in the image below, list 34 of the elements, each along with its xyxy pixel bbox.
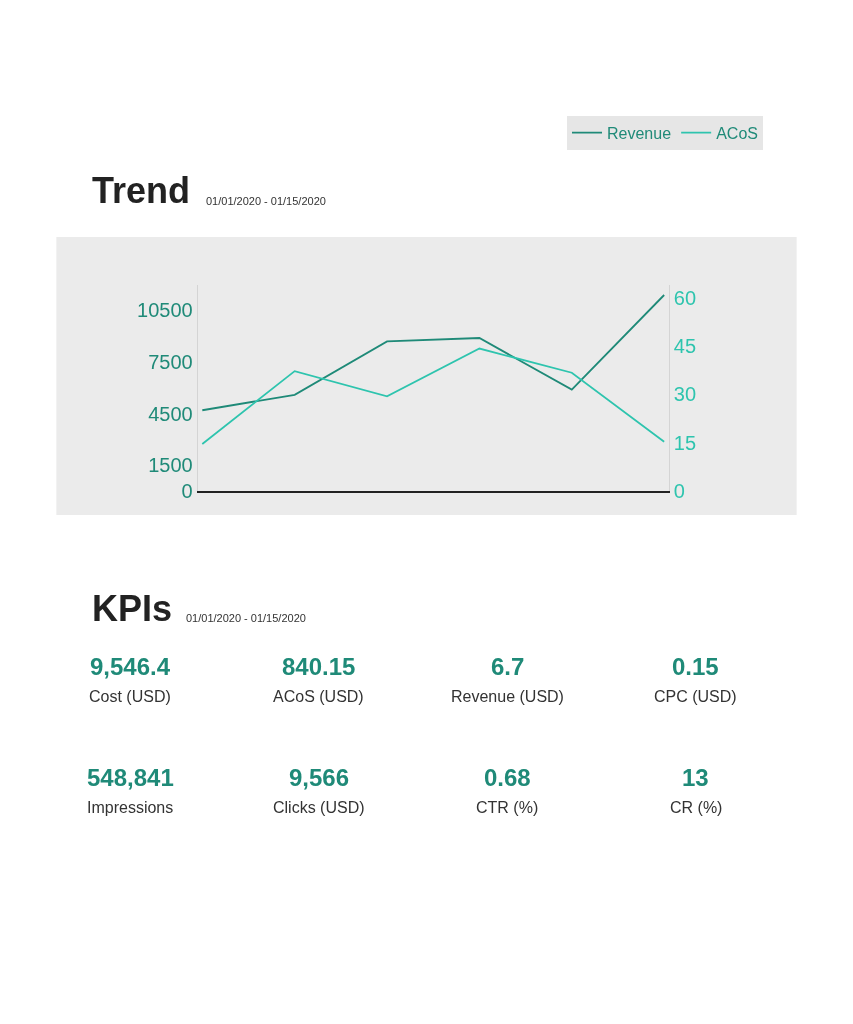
y2-tick-label: 45 [673,334,697,357]
y2-tick-label: 15 [673,431,697,454]
text: Cost (USD) [89,688,171,705]
text: 840.15 [282,653,356,680]
chart-title: Trend [92,170,191,211]
line-series [201,347,666,445]
text: Impressions [87,799,174,816]
text: Clicks (USD) [273,799,365,816]
text: 0.15 [672,653,719,680]
chart-subtitle: 01/01/2020 - 01/15/2020 [206,195,326,207]
y-tick-label: 0 [181,480,193,503]
y-tick-label: 4500 [148,402,193,425]
text: ACoS (USD) [273,688,364,705]
line-series [201,294,666,412]
y-tick-label: 7500 [148,351,193,374]
text: KPIs [92,588,173,629]
y-tick-label: 10500 [137,299,193,322]
text: 0.68 [484,764,531,791]
text: 6.7 [491,653,525,680]
text: CPC (USD) [654,688,737,705]
text: Revenue (USD) [451,688,564,705]
text: 9,546.4 [90,653,171,680]
text: CTR (%) [476,799,539,816]
text: CR (%) [670,799,723,816]
y2-tick-label: 0 [673,480,685,503]
y2-tick-label: 30 [673,383,697,406]
text: 9,566 [289,764,350,791]
y2-tick-label: 60 [673,286,697,309]
y-tick-label: 1500 [148,454,193,477]
text: 01/01/2020 - 01/15/2020 [186,612,306,624]
text: 13 [682,764,709,791]
legend-label: ACoS [716,124,758,142]
legend-label: Revenue [607,124,672,142]
text: 548,841 [87,764,174,791]
